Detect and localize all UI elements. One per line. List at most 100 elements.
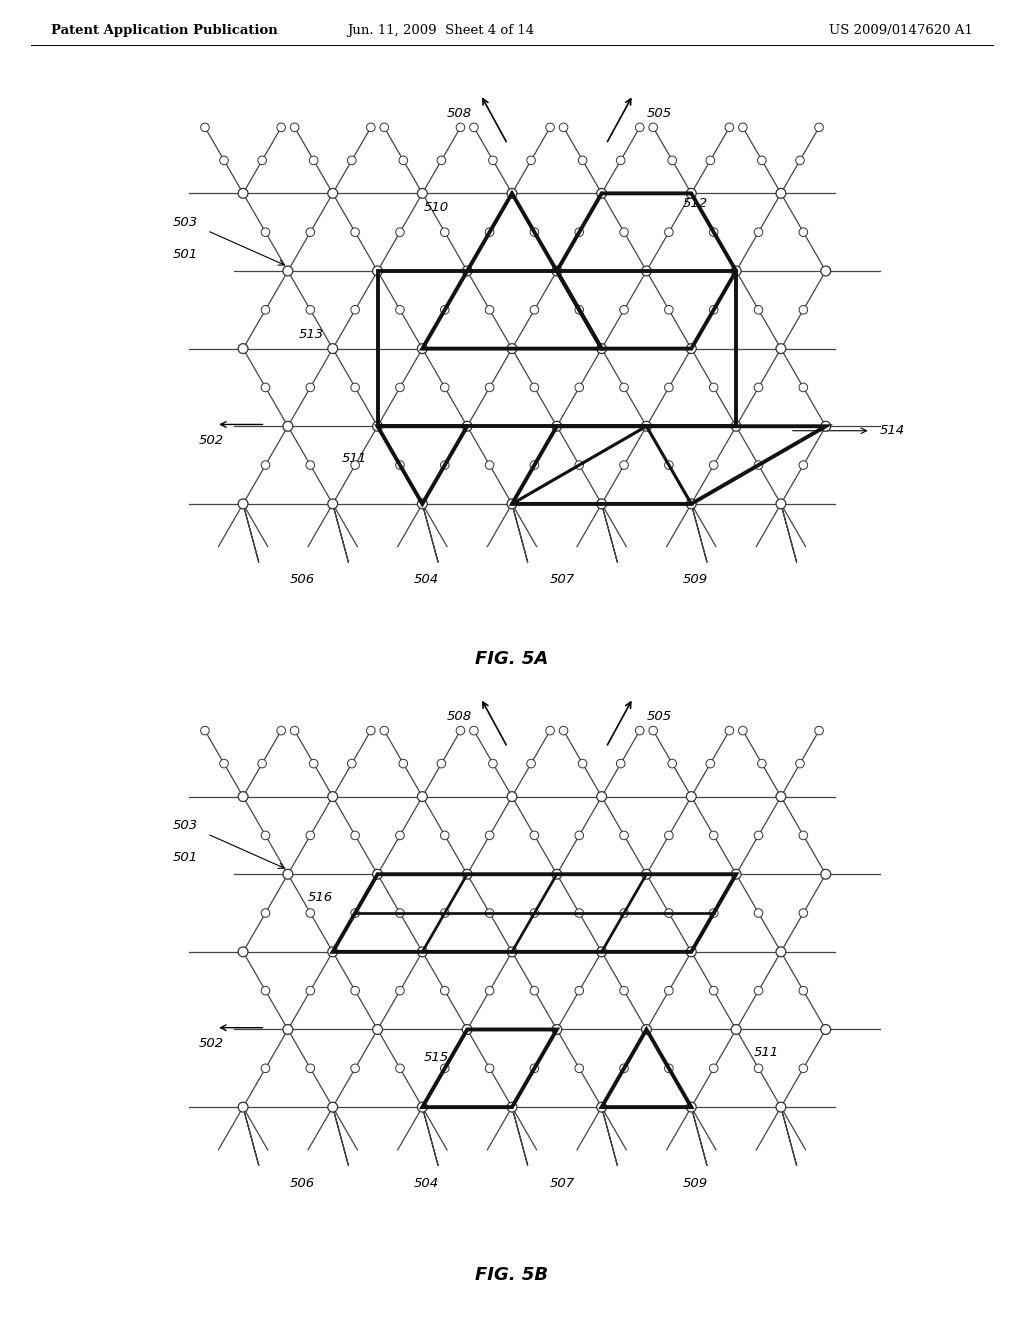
Text: 511: 511 [754, 1047, 779, 1060]
Circle shape [710, 228, 718, 236]
Circle shape [380, 123, 388, 132]
Circle shape [367, 726, 375, 735]
Circle shape [665, 908, 673, 917]
Text: 505: 505 [646, 107, 672, 120]
Circle shape [796, 156, 804, 165]
Circle shape [777, 1104, 785, 1111]
Circle shape [776, 189, 785, 198]
Circle shape [507, 792, 517, 801]
Circle shape [347, 156, 356, 165]
Circle shape [597, 500, 606, 508]
Circle shape [329, 1104, 337, 1111]
Circle shape [309, 759, 318, 768]
Circle shape [239, 499, 248, 508]
Circle shape [239, 343, 248, 354]
Circle shape [755, 1064, 763, 1073]
Circle shape [351, 986, 359, 995]
Circle shape [686, 792, 696, 801]
Circle shape [821, 267, 830, 276]
Circle shape [395, 305, 404, 314]
Circle shape [239, 1104, 247, 1111]
Circle shape [306, 305, 314, 314]
Circle shape [641, 1024, 651, 1035]
Circle shape [485, 383, 494, 392]
Circle shape [665, 305, 673, 314]
Circle shape [526, 156, 536, 165]
Circle shape [620, 383, 629, 392]
Circle shape [485, 832, 494, 840]
Circle shape [597, 1104, 606, 1111]
Circle shape [399, 759, 408, 768]
Text: 515: 515 [424, 1051, 450, 1064]
Circle shape [351, 908, 359, 917]
Circle shape [776, 792, 785, 801]
Circle shape [351, 461, 359, 470]
Circle shape [261, 228, 269, 236]
Circle shape [507, 499, 517, 508]
Circle shape [306, 832, 314, 840]
Circle shape [799, 383, 808, 392]
Circle shape [799, 908, 808, 917]
Circle shape [418, 946, 427, 957]
Circle shape [530, 832, 539, 840]
Circle shape [687, 500, 695, 508]
Circle shape [485, 986, 494, 995]
Circle shape [306, 228, 314, 236]
Circle shape [687, 500, 695, 508]
Circle shape [686, 1102, 696, 1111]
Circle shape [261, 986, 269, 995]
Circle shape [758, 759, 766, 768]
Circle shape [799, 228, 808, 236]
Circle shape [507, 343, 517, 354]
Circle shape [283, 421, 293, 432]
Circle shape [665, 986, 673, 995]
Text: FIG. 5A: FIG. 5A [475, 649, 549, 668]
Circle shape [507, 1102, 517, 1111]
Circle shape [261, 461, 269, 470]
Circle shape [276, 123, 286, 132]
Circle shape [710, 461, 718, 470]
Circle shape [725, 123, 733, 132]
Circle shape [731, 1024, 741, 1035]
Circle shape [456, 123, 465, 132]
Circle shape [508, 500, 516, 508]
Circle shape [777, 500, 785, 508]
Circle shape [508, 1104, 516, 1111]
Text: 503: 503 [173, 216, 199, 230]
Circle shape [710, 908, 718, 917]
Circle shape [815, 726, 823, 735]
Circle shape [329, 500, 337, 508]
Text: 511: 511 [342, 453, 367, 465]
Circle shape [620, 832, 629, 840]
Circle shape [668, 156, 677, 165]
Circle shape [620, 1064, 629, 1073]
Circle shape [306, 908, 314, 917]
Circle shape [776, 1102, 785, 1111]
Circle shape [597, 499, 606, 508]
Circle shape [710, 986, 718, 995]
Circle shape [530, 1064, 539, 1073]
Circle shape [738, 726, 748, 735]
Circle shape [755, 908, 763, 917]
Circle shape [258, 759, 266, 768]
Circle shape [418, 792, 427, 801]
Circle shape [395, 908, 404, 917]
Circle shape [597, 946, 606, 957]
Circle shape [815, 123, 823, 132]
Circle shape [470, 123, 478, 132]
Circle shape [239, 1102, 248, 1111]
Circle shape [347, 759, 356, 768]
Text: 508: 508 [446, 710, 472, 723]
Circle shape [456, 726, 465, 735]
Circle shape [239, 500, 247, 508]
Circle shape [462, 267, 472, 276]
Circle shape [755, 832, 763, 840]
Circle shape [261, 383, 269, 392]
Circle shape [283, 1024, 293, 1035]
Circle shape [777, 1104, 785, 1111]
Circle shape [526, 759, 536, 768]
Circle shape [291, 123, 299, 132]
Circle shape [668, 759, 677, 768]
Text: 514: 514 [880, 424, 904, 437]
Circle shape [579, 156, 587, 165]
